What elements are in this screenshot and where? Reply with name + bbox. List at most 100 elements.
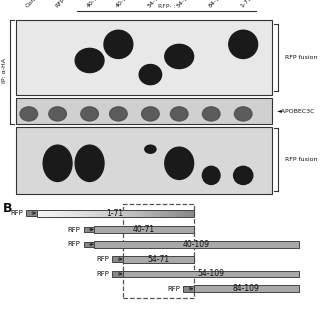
Text: RFP- :: RFP- :: [157, 4, 175, 9]
Bar: [131, 210, 133, 217]
Bar: [182, 210, 184, 217]
Text: RFP: RFP: [167, 286, 180, 292]
Bar: [88, 210, 90, 217]
Bar: [64, 210, 66, 217]
Bar: [54, 210, 56, 217]
Text: ◄APOBEC3C: ◄APOBEC3C: [277, 109, 315, 114]
Ellipse shape: [43, 145, 72, 181]
Ellipse shape: [234, 166, 253, 184]
Bar: [44, 210, 46, 217]
Bar: [184, 210, 186, 217]
Bar: [113, 210, 115, 217]
Bar: [162, 210, 164, 217]
Text: 40-71: 40-71: [86, 0, 102, 9]
Text: 1-71: 1-71: [107, 209, 124, 218]
Ellipse shape: [203, 107, 220, 121]
Text: IP: α-HA: IP: α-HA: [2, 58, 7, 83]
Bar: [48, 210, 50, 217]
Bar: [112, 271, 124, 277]
Bar: [80, 210, 82, 217]
Text: RFP fusion: RFP fusion: [285, 55, 317, 60]
Ellipse shape: [229, 30, 258, 59]
Bar: [82, 210, 84, 217]
Bar: [101, 210, 103, 217]
Bar: [151, 210, 153, 217]
Bar: [103, 210, 105, 217]
Bar: [143, 210, 145, 217]
Text: RFP: RFP: [96, 271, 109, 277]
Bar: [56, 210, 58, 217]
Bar: [176, 210, 178, 217]
Bar: [133, 210, 135, 217]
Ellipse shape: [145, 145, 156, 153]
Bar: [84, 210, 86, 217]
Ellipse shape: [234, 107, 252, 121]
Bar: [107, 210, 109, 217]
Bar: [172, 210, 174, 217]
Text: 84-109: 84-109: [208, 0, 227, 9]
Bar: [46, 210, 48, 217]
Bar: [158, 210, 160, 217]
Bar: [84, 242, 96, 247]
Ellipse shape: [75, 48, 104, 73]
Text: 84-109: 84-109: [233, 284, 260, 293]
Bar: [183, 286, 195, 292]
Bar: [70, 210, 72, 217]
Text: 40-109: 40-109: [183, 240, 210, 249]
Bar: [166, 210, 168, 217]
Bar: [178, 210, 180, 217]
Bar: [50, 210, 52, 217]
Bar: [76, 210, 78, 217]
Bar: [121, 210, 123, 217]
Text: 54-71: 54-71: [148, 255, 170, 264]
Ellipse shape: [75, 145, 104, 181]
Bar: [58, 210, 60, 217]
Bar: [92, 210, 93, 217]
Bar: [186, 210, 188, 217]
Bar: [68, 210, 70, 217]
Text: 1-71: 1-71: [240, 0, 253, 9]
Bar: [139, 210, 141, 217]
Bar: [123, 256, 194, 263]
Text: 54-109: 54-109: [197, 269, 224, 278]
Bar: [137, 210, 139, 217]
Bar: [112, 256, 124, 262]
Text: RFP: RFP: [68, 227, 81, 233]
Bar: [72, 210, 74, 217]
Text: RFP: RFP: [96, 256, 109, 262]
Text: RFP: RFP: [68, 241, 81, 247]
Bar: [96, 210, 98, 217]
Bar: [52, 210, 54, 217]
Bar: [105, 210, 107, 217]
Bar: [127, 210, 129, 217]
Bar: [111, 210, 113, 217]
Bar: [145, 210, 147, 217]
Bar: [78, 210, 80, 217]
Text: 54-71: 54-71: [147, 0, 163, 9]
Bar: [66, 210, 68, 217]
Bar: [119, 210, 121, 217]
Ellipse shape: [139, 65, 162, 85]
Ellipse shape: [81, 107, 99, 121]
Bar: [26, 210, 38, 216]
Text: 54-109: 54-109: [176, 0, 195, 9]
Bar: [41, 210, 43, 217]
Bar: [194, 285, 299, 292]
Bar: [109, 210, 111, 217]
Bar: [16, 127, 272, 194]
Bar: [125, 210, 127, 217]
Bar: [93, 210, 96, 217]
Bar: [156, 210, 158, 217]
Bar: [86, 210, 88, 217]
Ellipse shape: [49, 107, 67, 121]
Ellipse shape: [104, 30, 133, 59]
Bar: [153, 210, 155, 217]
Bar: [60, 210, 62, 217]
Bar: [90, 210, 92, 217]
Bar: [36, 210, 194, 217]
Ellipse shape: [141, 107, 159, 121]
Ellipse shape: [165, 147, 194, 180]
Ellipse shape: [20, 107, 38, 121]
Bar: [123, 210, 125, 217]
Bar: [43, 210, 44, 217]
